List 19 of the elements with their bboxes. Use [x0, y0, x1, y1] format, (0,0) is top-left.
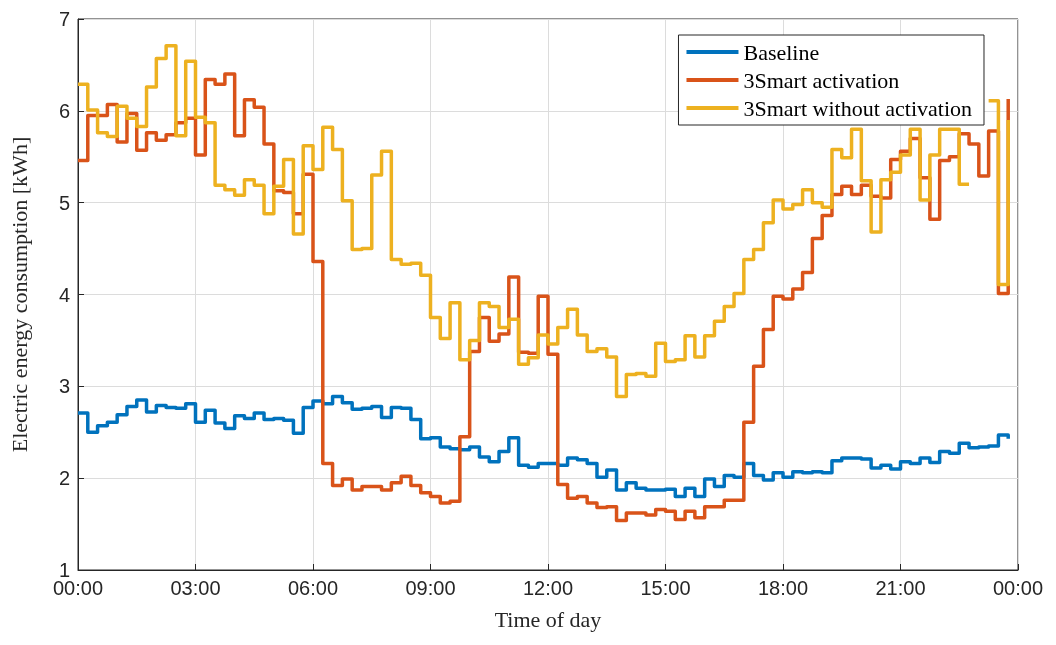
x-tick-label: 06:00 — [287, 577, 339, 599]
legend-label: 3Smart activation — [743, 67, 900, 93]
x-tick-label: 15:00 — [640, 577, 691, 599]
y-axis-title: Electric energy consumption [kWh] — [6, 136, 32, 453]
y-tick-label: 6 — [58, 99, 70, 122]
legend-label: 3Smart without activation — [743, 95, 973, 121]
x-tick-label: 21:00 — [875, 577, 926, 599]
x-tick-label: 09:00 — [405, 577, 456, 599]
y-tick-label: 5 — [58, 191, 70, 214]
x-tick-label: 03:00 — [170, 577, 221, 599]
y-tick-label: 2 — [58, 467, 70, 490]
y-tick-label: 7 — [58, 8, 70, 30]
y-tick-label: 3 — [58, 375, 70, 398]
x-tick-label: 12:00 — [522, 577, 574, 599]
legend-label: Baseline — [743, 39, 820, 65]
x-tick-label: 18:00 — [757, 577, 809, 599]
x-tick-label: 00:00 — [992, 577, 1044, 599]
y-tick-label: 4 — [58, 283, 70, 306]
x-axis-title: Time of day — [494, 606, 602, 632]
